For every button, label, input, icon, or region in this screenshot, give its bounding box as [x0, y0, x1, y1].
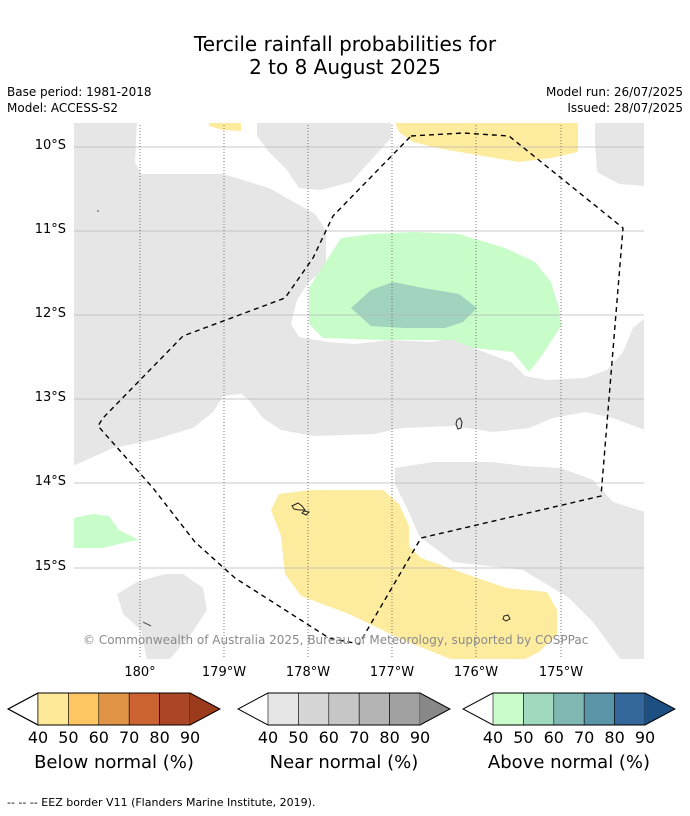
colorbar-below-normal-segment-2: [68, 692, 100, 726]
near-normal-southwest-region: [117, 574, 207, 660]
eez-border: [97, 132, 624, 645]
island-south-west: [291, 502, 306, 511]
lat-label-14s: 14°S: [34, 474, 66, 489]
base-period-label: Base period: 1981-2018: [7, 85, 152, 99]
colorbar-near-normal-segment-3: [328, 692, 360, 726]
issued-label: Issued: 28/07/2025: [567, 101, 683, 115]
lat-label-15s: 15°S: [34, 559, 66, 574]
below-normal-regions: [209, 122, 578, 660]
colorbar-above-normal-segment-1: [492, 692, 524, 726]
map-title-line2: 2 to 8 August 2025: [249, 55, 441, 79]
colorbar-above-normal-under: [463, 693, 493, 725]
colorbar-near-normal-under: [238, 693, 268, 725]
colorbar-below-normal-segment-5: [159, 692, 191, 726]
map-canvas: [73, 122, 645, 660]
colorbar-below-normal-segment-3: [98, 692, 130, 726]
graticule: [73, 146, 645, 569]
colorbar-above-normal-svg: [461, 692, 677, 726]
map-title-line1: Tercile rainfall probabilities for: [193, 32, 497, 56]
colorbar-below-normal-under: [6, 692, 39, 726]
lat-label-13s: 13°S: [34, 390, 66, 405]
lat-label-11s: 11°S: [34, 222, 66, 237]
cb-above-tick-60: 60: [543, 728, 564, 747]
cb-below-tick-70: 70: [119, 728, 140, 747]
cb-below-tick-80: 80: [149, 728, 170, 747]
cb-near-tick-80: 80: [379, 728, 400, 747]
colorbar-below-normal-svg: [6, 692, 222, 726]
eez-footnote: -- -- -- EEZ border V11 (Flanders Marine…: [7, 796, 316, 809]
near-normal-southeast-region: [395, 462, 645, 660]
copyright-notice: © Commonwealth of Australia 2025, Bureau…: [83, 633, 589, 647]
cb-near-tick-60: 60: [318, 728, 339, 747]
island-south-east: [502, 614, 511, 622]
lon-label-176w: 176°W: [453, 665, 499, 680]
map-frame: [73, 122, 645, 660]
model-run-label: Model run: 26/07/2025: [545, 85, 683, 99]
colorbar-near-normal-outline: [236, 692, 452, 726]
above-normal-west-patch: [73, 514, 139, 548]
cb-below-tick-50: 50: [58, 728, 79, 747]
colorbar-above-normal-outline: [461, 692, 677, 726]
colorbar-near-normal: [236, 692, 452, 728]
colorbar-above-normal-segment-5: [614, 692, 646, 726]
below-normal-south-region: [271, 490, 557, 660]
cb-above-tick-70: 70: [574, 728, 595, 747]
colorbar-near-normal-segment-1: [267, 692, 299, 726]
above-normal-50-60-region: [351, 282, 477, 328]
colorbar-below-normal-segment-4: [128, 692, 160, 726]
coastlines: [97, 210, 511, 627]
colorbar-below-normal-segment-1: [37, 692, 69, 726]
cb-below-title: Below normal (%): [34, 752, 194, 773]
lat-label-10s: 10°S: [34, 138, 66, 153]
colorbar-near-normal-svg: [236, 692, 452, 726]
cb-below-tick-90: 90: [179, 728, 201, 747]
island-mid-east: [455, 417, 463, 430]
colorbar-near-normal-segment-2: [298, 692, 330, 726]
colorbar-above-normal-segment-4: [583, 692, 615, 726]
lon-label-179w: 179°W: [201, 665, 247, 680]
near-normal-west-region: [73, 122, 645, 466]
below-normal-northwest-patch: [209, 122, 241, 131]
island-dot: [97, 210, 99, 212]
colorbar-above-normal-segment-2: [523, 692, 555, 726]
below-normal-north-region: [395, 122, 578, 162]
colorbar-near-normal-over: [420, 693, 450, 725]
lon-label-180: 180°: [124, 665, 156, 680]
cb-above-tick-40: 40: [482, 728, 504, 747]
cb-near-tick-70: 70: [349, 728, 370, 747]
rainfall-probability-map[interactable]: [73, 122, 645, 660]
colorbar-above-normal-segment-3: [553, 692, 585, 726]
cb-below-tick-40: 40: [27, 728, 49, 747]
cb-below-tick-60: 60: [88, 728, 109, 747]
cb-near-tick-50: 50: [288, 728, 309, 747]
colorbar-near-normal-segment-4: [358, 692, 390, 726]
lon-label-178w: 178°W: [285, 665, 331, 680]
colorbar-near-normal-segment-5: [389, 692, 421, 726]
lon-label-175w: 175°W: [538, 665, 584, 680]
colorbar-below-normal-outline: [6, 692, 222, 726]
lon-label-177w: 177°W: [369, 665, 415, 680]
near-normal-north-island-region: [257, 122, 391, 190]
colorbar-below-normal: [6, 692, 222, 728]
model-label: Model: ACCESS-S2: [7, 101, 119, 115]
lat-label-12s: 12°S: [34, 306, 66, 321]
near-normal-regions: [73, 122, 645, 660]
cb-above-title: Above normal (%): [487, 752, 651, 773]
cb-near-tick-90: 90: [409, 728, 431, 747]
colorbar-above-normal-over: [645, 693, 675, 725]
island-south-west-2: [301, 510, 311, 516]
cb-above-tick-90: 90: [634, 728, 656, 747]
cb-near-title: Near normal (%): [269, 752, 419, 773]
above-normal-regions: [73, 232, 561, 548]
colorbar-below-normal-over: [190, 693, 220, 725]
island-far-west: [142, 621, 152, 627]
near-normal-small-patch: [163, 354, 191, 363]
cb-above-tick-80: 80: [604, 728, 625, 747]
cb-above-tick-50: 50: [513, 728, 534, 747]
colorbar-above-normal: [461, 692, 677, 728]
near-normal-east-region: [595, 122, 645, 186]
cb-near-tick-40: 40: [257, 728, 279, 747]
